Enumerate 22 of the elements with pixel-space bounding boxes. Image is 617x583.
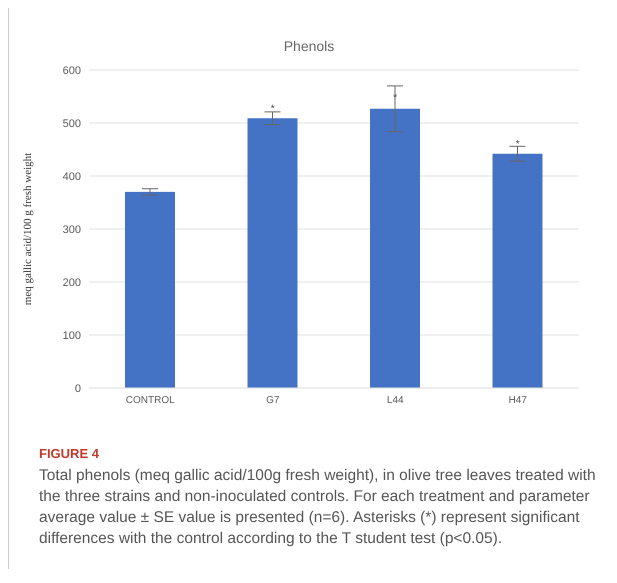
text: Total phenols (meq gallic acid/100g fresh weight), in olive tree leaves treated with the three strains and non-inoculated controls. For each treatment and parameter average value ± SE value is presented (n=6). Asterisks (*) represent significant differences with the control according to the T student test (p<0.05). bbox=[39, 466, 597, 549]
bar bbox=[492, 154, 542, 388]
annotation: * bbox=[393, 92, 398, 104]
bar bbox=[125, 192, 175, 388]
y-tick-label: 0 bbox=[74, 382, 81, 395]
x-tick-label: G7 bbox=[266, 395, 280, 406]
y-tick-label: 400 bbox=[62, 170, 81, 183]
y-tick-label: 200 bbox=[62, 276, 81, 289]
y-tick-label: 500 bbox=[62, 118, 81, 130]
y-tick-label: 100 bbox=[62, 330, 81, 342]
y-tick-label: 600 bbox=[62, 64, 81, 77]
bar bbox=[248, 118, 298, 388]
chart-title: Phenols bbox=[282, 37, 336, 56]
annotation: * bbox=[270, 104, 275, 115]
x-tick-label: CONTROL bbox=[126, 395, 176, 406]
x-tick-label: H47 bbox=[508, 395, 528, 406]
x-tick-label: L44 bbox=[386, 395, 404, 406]
y-axis-title: meq gallic acid/100 g fresh weight bbox=[22, 152, 34, 306]
bar bbox=[370, 108, 420, 388]
y-tick-label: 300 bbox=[62, 224, 81, 236]
caption: FIGURE 4 bbox=[39, 446, 100, 461]
annotation: * bbox=[516, 139, 520, 150]
